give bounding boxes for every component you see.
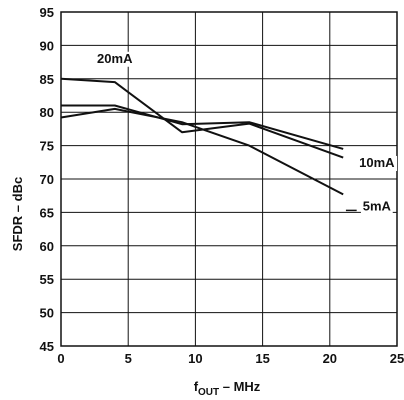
series-label-bg	[94, 51, 135, 67]
y-tick-label: 90	[40, 38, 54, 53]
series-label-bg	[360, 199, 393, 215]
series-label-5ma: 5mA	[363, 198, 392, 213]
y-tick-label: 50	[40, 306, 54, 321]
y-tick-label: 55	[40, 272, 54, 287]
x-tick-label: 5	[125, 351, 132, 366]
series-label-bg	[356, 155, 398, 171]
series-line-5ma	[60, 107, 344, 196]
y-tick-label: 85	[40, 72, 54, 87]
y-tick-label: 80	[40, 105, 54, 120]
x-axis-title-main: f	[194, 379, 199, 394]
y-axis-ticks: 45 50 55 60 65 70 75 80 85 90 95	[40, 5, 54, 354]
x-tick-label: 25	[390, 351, 404, 366]
series-line-10ma	[61, 104, 344, 150]
x-tick-label: 20	[323, 351, 337, 366]
y-tick-label: 45	[40, 339, 54, 354]
y-tick-label: 60	[40, 239, 54, 254]
y-axis-title: SFDR – dBc	[10, 177, 25, 251]
y-tick-label: 95	[40, 5, 54, 20]
series-lines	[60, 77, 344, 196]
y-tick-label: 75	[40, 139, 54, 154]
x-tick-label: 10	[188, 351, 202, 366]
y-tick-label: 70	[40, 172, 54, 187]
series-label-20ma: 20mA	[97, 51, 133, 66]
series-labels: 20mA 10mA 5mA	[94, 51, 398, 215]
plot-frame	[60, 11, 398, 347]
x-axis-title-sub: OUT	[198, 387, 219, 398]
x-axis-title: fOUT – MHz	[194, 379, 261, 398]
series-line-20ma	[60, 77, 344, 159]
series-label-10ma: 10mA	[359, 155, 395, 170]
x-axis-ticks: 0 5 10 15 20 25	[57, 351, 404, 366]
x-tick-label: 0	[57, 351, 64, 366]
x-tick-label: 15	[255, 351, 269, 366]
y-tick-label: 65	[40, 205, 54, 220]
x-axis-title-rest: – MHz	[219, 379, 261, 394]
